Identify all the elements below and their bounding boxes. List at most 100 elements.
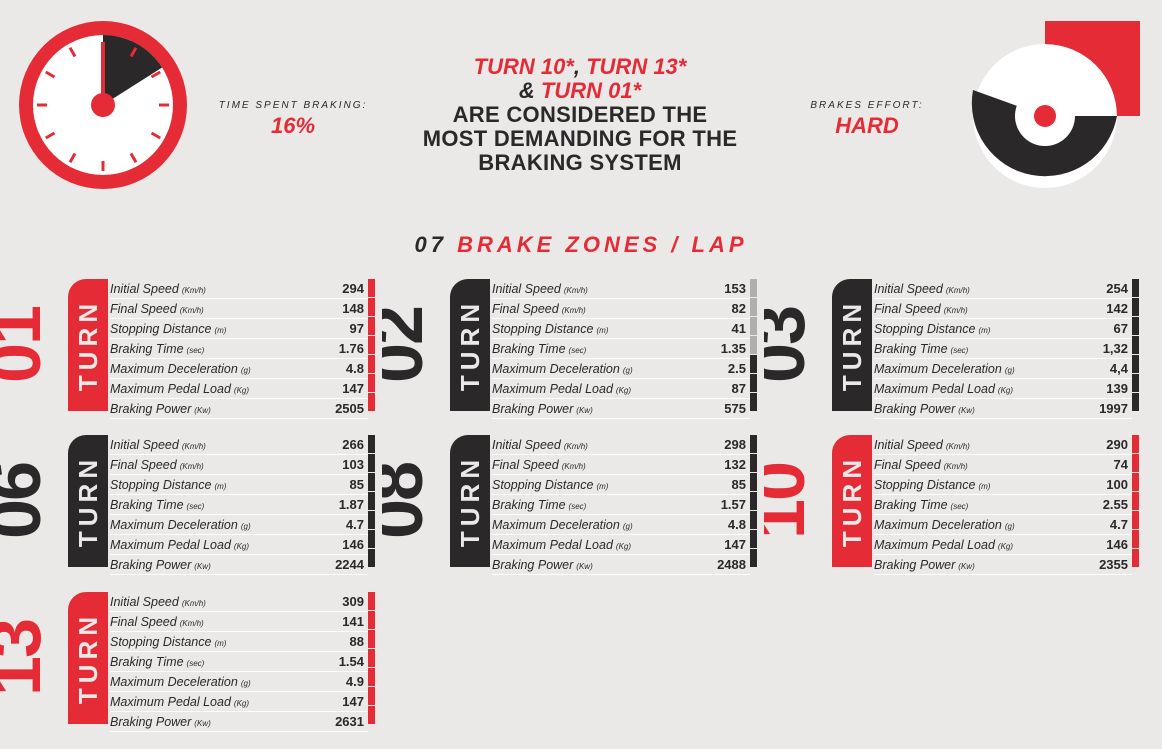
stat-name: Maximum Pedal Load: [110, 537, 231, 552]
stat-label: Braking Power (Kw): [110, 715, 294, 729]
stat-label: Stopping Distance (m): [492, 478, 676, 492]
headline-turn10: TURN 10*: [473, 54, 574, 79]
stat-name: Final Speed: [874, 301, 941, 316]
stat-name: Initial Speed: [874, 281, 943, 296]
intensity-bar: [368, 592, 375, 724]
stat-name: Final Speed: [110, 614, 177, 629]
intensity-segment: [368, 454, 375, 472]
stat-label: Maximum Pedal Load (Kg): [110, 695, 294, 709]
stat-value: 82: [731, 301, 746, 316]
stat-name: Maximum Deceleration: [492, 517, 620, 532]
stat-label: Initial Speed (Km/h): [492, 438, 676, 452]
turn-block: 01 TURN Initial Speed (Km/h) 294 Final Speed(…: [0, 279, 380, 419]
stat-label: Maximum Pedal Load (Kg): [492, 538, 676, 552]
stat-row: Initial Speed (Km/h) 153: [492, 279, 750, 299]
stat-label: Final Speed (Km/h): [874, 302, 1058, 316]
stat-row: Final Speed (Km/h) 141: [110, 612, 368, 632]
stat-name: Braking Power: [110, 401, 192, 416]
stat-row: Initial Speed (Km/h) 266: [110, 435, 368, 455]
stat-value: 147: [342, 381, 364, 396]
intensity-segment: [1132, 374, 1139, 392]
intensity-segment: [750, 473, 757, 491]
stat-value: 41: [731, 321, 746, 336]
stat-value: 88: [349, 634, 364, 649]
stat-row: Braking Power (Kw) 2631: [110, 712, 368, 732]
intensity-segment: [368, 336, 375, 354]
stat-label: Final Speed (Km/h): [110, 302, 294, 316]
turn-word: TURN: [837, 454, 867, 548]
stat-row: Final Speed (Km/h) 148: [110, 299, 368, 319]
stat-name: Braking Power: [110, 714, 192, 729]
stat-row: Braking Power (Kw) 2355: [874, 555, 1132, 575]
stat-value: 1997: [1099, 401, 1128, 416]
stat-label: Maximum Deceleration (g): [874, 518, 1058, 532]
stat-label: Maximum Deceleration (g): [110, 518, 294, 532]
stat-name: Maximum Pedal Load: [874, 537, 995, 552]
turn-stats: Initial Speed (Km/h) 153 Final Speed (Km/h) 8…: [492, 279, 750, 419]
stat-label: Final Speed (Km/h): [492, 302, 676, 316]
stat-value: 1.57: [720, 497, 746, 512]
turn-badge: 08 TURN: [382, 435, 490, 567]
stat-value: 254: [1106, 281, 1128, 296]
stat-unit: (Kw): [576, 561, 593, 571]
stat-label: Maximum Pedal Load (Kg): [874, 538, 1058, 552]
stat-value: 146: [342, 537, 364, 552]
stat-unit: (sec): [186, 345, 205, 355]
stat-value: 4.7: [1109, 517, 1128, 532]
intensity-bar: [750, 279, 757, 411]
stat-name: Final Speed: [110, 301, 177, 316]
turn-word: TURN: [73, 298, 103, 392]
stat-label: Braking Power (Kw): [110, 402, 294, 416]
time-braking-label: TIME SPENT BRAKING:: [218, 100, 368, 111]
stat-unit: (sec): [568, 345, 587, 355]
stat-name: Initial Speed: [110, 594, 179, 609]
stat-row: Maximum Deceleration (g) 4,4: [874, 359, 1132, 379]
stat-value: 266: [342, 437, 364, 452]
stat-row: Maximum Pedal Load (Kg) 147: [110, 692, 368, 712]
stat-value: 4.7: [345, 517, 364, 532]
stat-name: Stopping Distance: [110, 477, 212, 492]
headline-turn13: TURN 13*: [586, 54, 687, 79]
stat-unit: (Km/h): [561, 305, 586, 315]
intensity-segment: [750, 355, 757, 373]
stat-unit: (g): [240, 521, 251, 531]
stat-row: Final Speed (Km/h) 82: [492, 299, 750, 319]
stat-unit: (g): [240, 365, 251, 375]
stat-row: Maximum Pedal Load (Kg) 146: [874, 535, 1132, 555]
time-braking-stat: TIME SPENT BRAKING: 16%: [208, 100, 378, 139]
stat-unit: (sec): [950, 345, 969, 355]
stat-value: 139: [1106, 381, 1128, 396]
turn-number: 03: [764, 306, 820, 384]
stat-value: 146: [1106, 537, 1128, 552]
headline: TURN 10*, TURN 13* & TURN 01* ARE CONSID…: [380, 55, 780, 175]
stat-label: Stopping Distance (m): [874, 478, 1058, 492]
stat-unit: (Kg): [233, 698, 250, 708]
stat-name: Maximum Deceleration: [110, 674, 238, 689]
stat-row: Stopping Distance (m) 85: [110, 475, 368, 495]
stat-name: Maximum Pedal Load: [110, 381, 231, 396]
stat-name: Final Speed: [110, 457, 177, 472]
stat-unit: (Kw): [194, 405, 211, 415]
brake-disc-icon: [971, 21, 1140, 188]
stat-label: Braking Time (sec): [874, 342, 1058, 356]
stat-unit: (Km/h): [563, 285, 588, 295]
turn-word: TURN: [455, 298, 485, 392]
intensity-segment: [1132, 530, 1139, 548]
intensity-bar: [368, 279, 375, 411]
stat-unit: (Kw): [958, 405, 975, 415]
stat-name: Braking Time: [110, 341, 184, 356]
intensity-segment: [368, 298, 375, 316]
intensity-segment: [1132, 279, 1139, 297]
intensity-segment: [1132, 454, 1139, 472]
stat-label: Stopping Distance (m): [110, 635, 294, 649]
stat-row: Maximum Deceleration (g) 2.5: [492, 359, 750, 379]
stat-row: Initial Speed (Km/h) 294: [110, 279, 368, 299]
stat-row: Braking Power (Kw) 575: [492, 399, 750, 419]
intensity-segment: [368, 511, 375, 529]
stat-name: Maximum Pedal Load: [110, 694, 231, 709]
stat-row: Maximum Deceleration (g) 4.9: [110, 672, 368, 692]
brakes-effort-value: HARD: [835, 113, 899, 138]
stat-value: 4,4: [1109, 361, 1128, 376]
intensity-bar: [1132, 435, 1139, 567]
stat-value: 1.76: [338, 341, 364, 356]
